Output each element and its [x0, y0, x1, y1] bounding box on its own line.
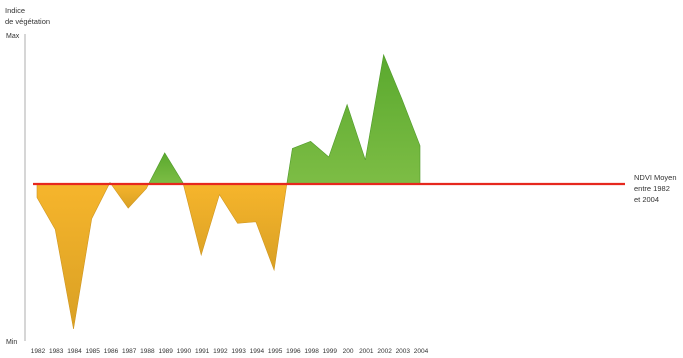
x-tick-label-1990: 1990 [177, 348, 192, 355]
y-tick-max: Max [6, 33, 20, 40]
x-tick-label-2001: 2001 [359, 348, 374, 355]
y-axis-title-line-2: de végétation [5, 17, 50, 26]
area-below-mean-2 [110, 183, 150, 209]
area-below-mean-0 [36, 183, 110, 330]
x-tick-label-1989: 1989 [158, 348, 173, 355]
x-tick-label-1986: 1986 [104, 348, 119, 355]
x-tick-label-1983: 1983 [49, 348, 64, 355]
mean-line-label-3: et 2004 [634, 195, 659, 204]
area-above-mean-5 [286, 53, 421, 185]
x-tick-label-1992: 1992 [213, 348, 228, 355]
x-axis-ticks: 1982 1983 1984 1985 1986 1987 1988 1989 1990 1991… [31, 348, 429, 355]
x-tick-label-1995: 1995 [268, 348, 283, 355]
mean-line-label-2: entre 1982 [634, 184, 670, 193]
mean-line-label-1: NDVI Moyen [634, 173, 677, 182]
x-tick-label-1985: 1985 [85, 348, 100, 355]
area-series [36, 53, 421, 330]
area-below-mean-4 [182, 183, 288, 272]
x-tick-label-1998: 1998 [304, 348, 319, 355]
x-tick-label-1991: 1991 [195, 348, 210, 355]
y-tick-min: Min [6, 339, 17, 346]
x-tick-label-1993: 1993 [231, 348, 246, 355]
x-tick-label-1999: 1999 [323, 348, 338, 355]
area-above-mean-3 [148, 152, 184, 185]
x-tick-label-1984: 1984 [67, 348, 82, 355]
x-tick-label-1996: 1996 [286, 348, 301, 355]
x-tick-label-200: 200 [343, 348, 354, 355]
x-tick-label-1988: 1988 [140, 348, 155, 355]
x-tick-label-2003: 2003 [396, 348, 411, 355]
x-tick-label-1994: 1994 [250, 348, 265, 355]
x-tick-label-1987: 1987 [122, 348, 137, 355]
x-tick-label-2004: 2004 [414, 348, 429, 355]
x-tick-label-1982: 1982 [31, 348, 46, 355]
y-axis-title-line-1: Indice [5, 6, 25, 15]
x-tick-label-2002: 2002 [377, 348, 392, 355]
